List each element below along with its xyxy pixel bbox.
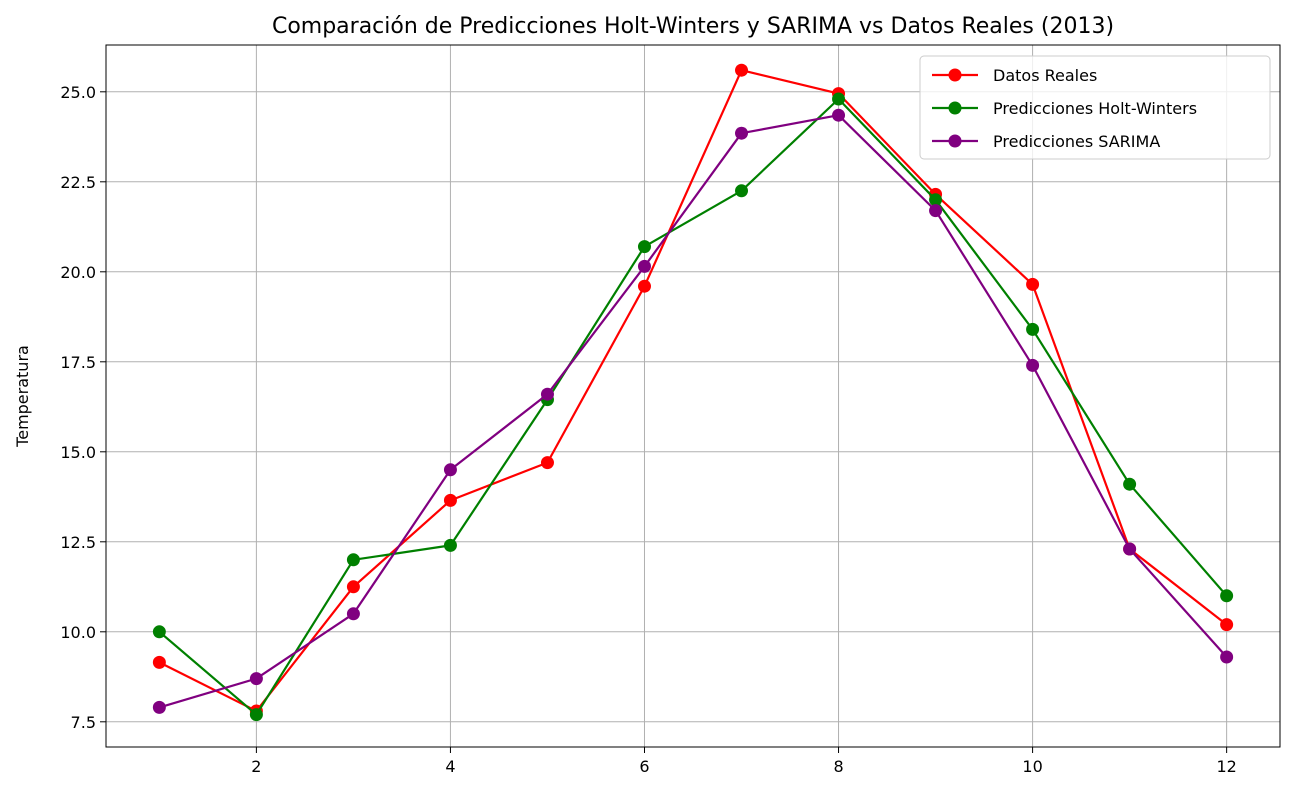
legend-swatch-marker: [948, 134, 962, 148]
x-tick-label: 10: [1022, 757, 1042, 776]
y-axis-label: Temperatura: [13, 345, 32, 448]
data-point-predicciones-sarima: [443, 463, 457, 477]
y-tick-label: 12.5: [60, 533, 96, 552]
data-point-predicciones-sarima: [1026, 358, 1040, 372]
data-point-predicciones-holt-winters: [929, 193, 943, 207]
data-point-predicciones-sarima: [735, 126, 749, 140]
data-point-predicciones-sarima: [540, 387, 554, 401]
y-tick-label: 10.0: [60, 623, 96, 642]
data-point-predicciones-holt-winters: [249, 708, 263, 722]
data-point-datos-reales: [152, 655, 166, 669]
data-point-datos-reales: [346, 580, 360, 594]
data-point-predicciones-holt-winters: [152, 625, 166, 639]
y-tick-label: 22.5: [60, 173, 96, 192]
legend-item: Predicciones Holt-Winters: [932, 99, 1197, 118]
x-tick-label: 2: [251, 757, 261, 776]
axis-ticks: 2 4 6 8 10 12 7.5 10.0 12.5 15.0 17.5 20.0 22.5 25.0: [60, 83, 1236, 776]
data-point-predicciones-sarima: [832, 108, 846, 122]
series-line-predicciones-holt-winters: [158, 97, 1228, 716]
legend-swatch-marker: [948, 101, 962, 115]
data-point-datos-reales: [540, 456, 554, 470]
y-tick-label: 7.5: [71, 713, 96, 732]
series-predicciones-sarima: [152, 108, 1234, 714]
legend-label: Predicciones Holt-Winters: [993, 99, 1197, 118]
data-point-datos-reales: [637, 279, 651, 293]
data-point-predicciones-holt-winters: [1220, 589, 1234, 603]
legend-item: Predicciones SARIMA: [932, 132, 1160, 151]
data-point-predicciones-holt-winters: [832, 92, 846, 106]
legend-box: [919, 55, 1271, 160]
y-tick-label: 20.0: [60, 263, 96, 282]
data-point-predicciones-holt-winters: [735, 184, 749, 198]
data-point-predicciones-sarima: [929, 204, 943, 218]
data-point-predicciones-sarima: [1123, 542, 1137, 556]
data-point-predicciones-sarima: [346, 607, 360, 621]
data-point-datos-reales: [1026, 277, 1040, 291]
plot-area-frame: [105, 44, 1281, 748]
x-tick-label: 6: [639, 757, 649, 776]
series-line-datos-reales: [158, 69, 1228, 713]
legend-label: Predicciones SARIMA: [993, 132, 1160, 151]
data-point-datos-reales: [443, 493, 457, 507]
data-point-predicciones-sarima: [637, 259, 651, 273]
data-point-predicciones-holt-winters: [443, 538, 457, 552]
data-point-predicciones-sarima: [1220, 650, 1234, 664]
data-point-predicciones-holt-winters: [1123, 477, 1137, 491]
data-point-datos-reales: [1220, 618, 1234, 632]
data-point-predicciones-sarima: [249, 672, 263, 686]
series-line-predicciones-sarima: [159, 114, 1228, 709]
y-tick-label: 25.0: [60, 83, 96, 102]
data-point-datos-reales: [735, 63, 749, 77]
data-point-predicciones-sarima: [152, 700, 166, 714]
series-predicciones-holt-winters: [152, 92, 1234, 722]
legend: Datos Reales Predicciones Holt-Winters Pre…: [919, 55, 1271, 160]
series-datos-reales: [152, 63, 1234, 718]
x-tick-label: 8: [833, 757, 843, 776]
y-tick-label: 17.5: [60, 353, 96, 372]
x-tick-label: 12: [1216, 757, 1236, 776]
data-point-predicciones-holt-winters: [637, 240, 651, 254]
y-tick-label: 15.0: [60, 443, 96, 462]
legend-item: Datos Reales: [932, 66, 1097, 85]
grid-lines: [106, 45, 1280, 747]
series-layer: [152, 63, 1234, 722]
chart-title: Comparación de Predicciones Holt-Winters…: [272, 14, 1114, 39]
data-point-predicciones-holt-winters: [346, 553, 360, 567]
x-tick-label: 4: [445, 757, 455, 776]
data-point-predicciones-holt-winters: [1026, 322, 1040, 336]
legend-swatch-marker: [948, 68, 962, 82]
legend-label: Datos Reales: [993, 66, 1097, 85]
